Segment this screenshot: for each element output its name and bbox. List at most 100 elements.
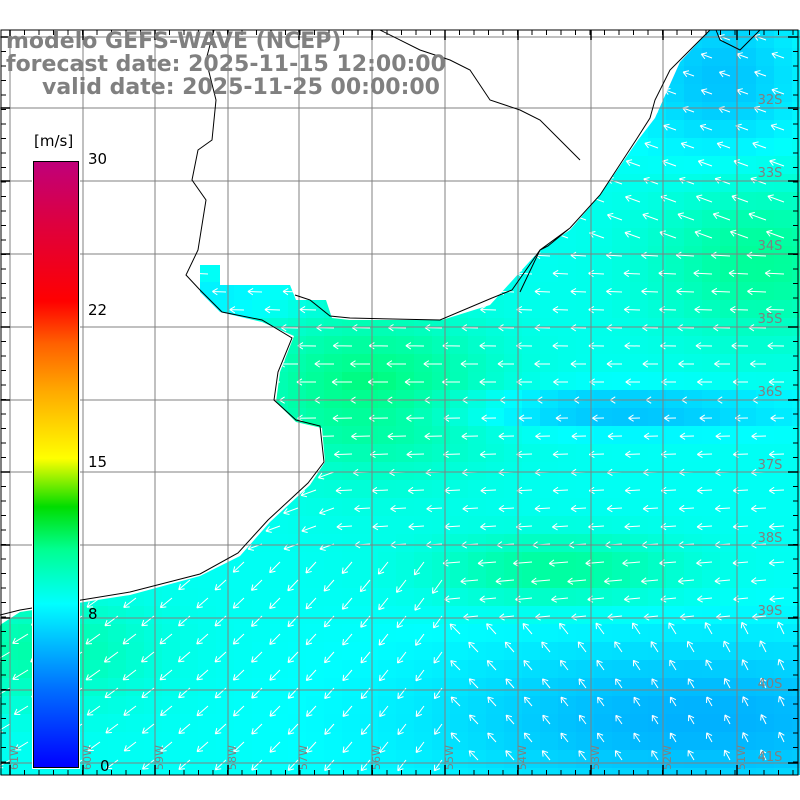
speed-cell	[774, 120, 792, 138]
speed-cell	[396, 768, 414, 775]
speed-cell	[198, 336, 216, 354]
speed-cell	[756, 516, 774, 534]
speed-cell	[324, 624, 342, 642]
speed-cell	[720, 660, 738, 678]
speed-cell	[450, 588, 468, 606]
speed-cell	[468, 246, 486, 264]
speed-cell	[0, 192, 18, 210]
speed-cell	[630, 210, 648, 228]
wind-arrow-icon	[676, 287, 695, 296]
wind-arrow-icon	[211, 143, 227, 151]
speed-cell	[792, 588, 800, 606]
speed-cell	[270, 264, 288, 282]
speed-cell	[0, 660, 18, 678]
speed-cell	[486, 750, 504, 768]
speed-cell	[720, 246, 738, 264]
wind-arrow-icon	[337, 125, 353, 133]
wind-arrow-icon	[696, 450, 713, 458]
speed-cell	[144, 120, 162, 138]
speed-cell	[630, 264, 648, 282]
wind-arrow-icon	[669, 732, 677, 743]
speed-cell	[324, 534, 342, 552]
speed-cell	[360, 768, 378, 775]
speed-cell	[702, 174, 720, 192]
speed-cell	[774, 678, 792, 696]
speed-cell	[630, 714, 648, 732]
wind-arrow-icon	[299, 306, 317, 314]
speed-cell	[378, 228, 396, 246]
speed-cell	[234, 732, 252, 750]
wind-arrow-icon	[404, 378, 425, 386]
speed-cell	[288, 624, 306, 642]
speed-cell	[360, 210, 378, 228]
speed-cell	[450, 48, 468, 66]
wind-arrow-icon	[14, 741, 29, 751]
speed-cell	[162, 120, 180, 138]
speed-cell	[234, 300, 252, 318]
speed-cell	[378, 570, 396, 588]
speed-cell	[288, 552, 306, 570]
speed-cell	[558, 192, 576, 210]
speed-cell	[540, 300, 558, 318]
speed-cell	[630, 282, 648, 300]
speed-cell	[684, 462, 702, 480]
speed-cell	[522, 30, 540, 48]
speed-cell	[90, 642, 108, 660]
speed-cell	[594, 30, 612, 48]
speed-cell	[756, 210, 774, 228]
speed-cell	[792, 156, 800, 174]
speed-cell	[270, 696, 288, 714]
speed-cell	[522, 768, 540, 775]
speed-cell	[774, 102, 792, 120]
wind-arrow-icon	[686, 640, 695, 653]
speed-cell	[252, 570, 270, 588]
speed-cell	[108, 246, 126, 264]
speed-cell	[504, 66, 522, 84]
wind-arrow-icon	[120, 342, 137, 350]
wind-arrow-icon	[87, 561, 101, 572]
speed-cell	[396, 246, 414, 264]
speed-cell	[288, 660, 306, 678]
speed-cell	[270, 642, 288, 660]
speed-cell	[684, 354, 702, 372]
wind-arrow-icon	[590, 87, 605, 95]
speed-cell	[486, 246, 504, 264]
wind-arrow-icon	[729, 305, 749, 314]
speed-cell	[270, 678, 288, 696]
speed-cell	[0, 444, 18, 462]
wind-arrow-icon	[423, 360, 443, 368]
wind-arrow-icon	[342, 705, 353, 717]
speed-cell	[612, 336, 630, 354]
speed-cell	[108, 192, 126, 210]
speed-cell	[540, 174, 558, 192]
wind-arrow-icon	[282, 215, 299, 223]
speed-cell	[360, 390, 378, 408]
wind-arrow-icon	[350, 360, 371, 368]
speed-cell	[18, 642, 36, 660]
speed-cell	[342, 660, 360, 678]
wind-arrow-icon	[623, 595, 641, 603]
speed-cell	[486, 552, 504, 570]
speed-cell	[522, 408, 540, 426]
wind-arrow-icon	[192, 342, 209, 350]
speed-cell	[162, 264, 180, 282]
wind-arrow-icon	[105, 579, 119, 590]
speed-cell	[126, 732, 144, 750]
wind-arrow-icon	[625, 194, 641, 203]
speed-cell	[774, 30, 792, 48]
speed-cell	[342, 606, 360, 624]
speed-cell	[306, 552, 324, 570]
wind-arrow-icon	[196, 597, 209, 609]
wind-arrow-icon	[723, 640, 731, 653]
speed-cell	[558, 714, 576, 732]
speed-cell	[0, 102, 18, 120]
speed-cell	[468, 372, 486, 390]
wind-arrow-icon	[214, 723, 227, 735]
wind-arrow-icon	[229, 489, 245, 497]
speed-cell	[216, 588, 234, 606]
speed-cell	[288, 228, 306, 246]
speed-cell	[234, 336, 252, 354]
speed-cell	[648, 516, 666, 534]
speed-cell	[378, 408, 396, 426]
wind-arrow-icon	[209, 360, 227, 368]
